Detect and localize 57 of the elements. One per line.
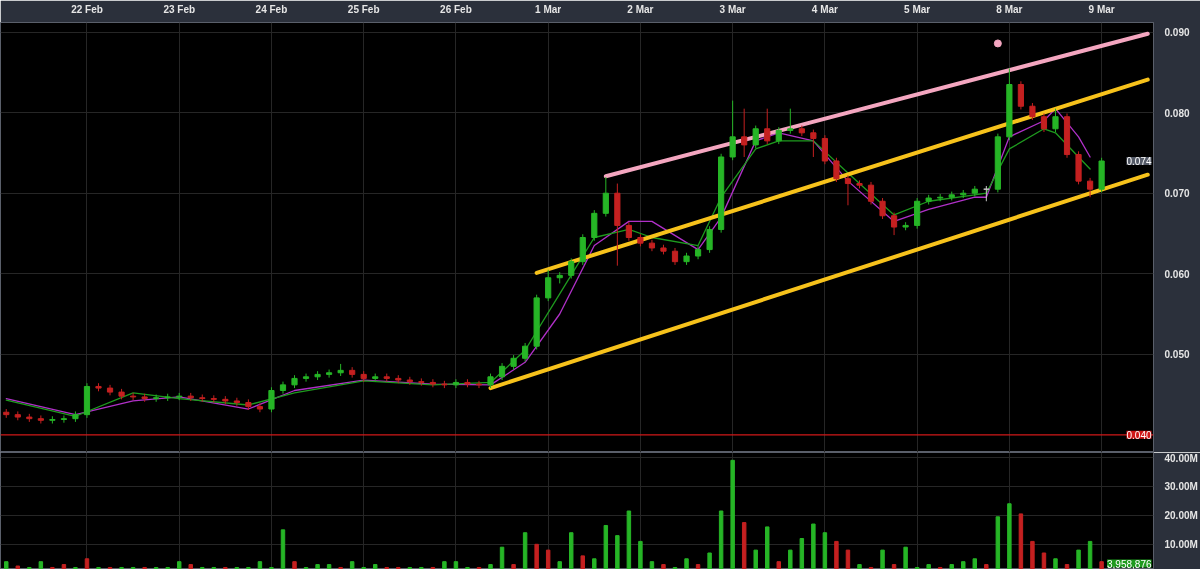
x-tick-label: 8 Mar xyxy=(996,3,1023,15)
candlestick xyxy=(787,108,794,135)
candlestick xyxy=(256,402,264,413)
y-tick-label: 10.00M xyxy=(1164,538,1198,550)
x-tick-label: 26 Feb xyxy=(440,3,472,15)
y-tick-label: 30.00M xyxy=(1164,480,1198,492)
candlestick xyxy=(522,342,529,363)
y-tick-label: 20.00M xyxy=(1164,509,1198,521)
candlestick xyxy=(890,212,898,236)
x-tick-label: 24 Feb xyxy=(255,3,288,15)
candlestick xyxy=(833,157,840,183)
y-tick-label: 40.00M xyxy=(1164,452,1198,464)
annotation: 3,958,876 xyxy=(1107,558,1152,569)
candlestick xyxy=(1086,177,1094,198)
candlestick xyxy=(1040,112,1048,133)
candlestick xyxy=(60,414,68,424)
y-tick-label: 0.070 xyxy=(1164,188,1190,200)
candlestick xyxy=(130,392,137,401)
y-tick-label: 0.060 xyxy=(1164,268,1190,280)
x-tick-label: 9 Mar xyxy=(1088,3,1115,15)
candlestick xyxy=(302,373,310,383)
annotation: 0.074 xyxy=(1126,156,1152,167)
candlestick xyxy=(867,181,875,205)
candlestick xyxy=(475,380,483,389)
candlestick xyxy=(452,378,460,389)
candlestick xyxy=(429,378,436,388)
candlestick xyxy=(233,397,240,407)
x-tick-label: 22 Feb xyxy=(71,3,103,15)
candlestick xyxy=(625,221,632,242)
x-tick-label: 3 Mar xyxy=(719,3,746,15)
x-tick-label: 25 Feb xyxy=(347,3,380,15)
candlestick xyxy=(1017,80,1024,110)
candlestick xyxy=(879,197,886,220)
x-tick-label: 5 Mar xyxy=(904,3,931,15)
candlestick xyxy=(729,100,736,161)
x-tick-label: 4 Mar xyxy=(811,3,839,15)
x-tick-label: 23 Feb xyxy=(163,3,196,15)
candlestick xyxy=(821,134,828,165)
candlestick xyxy=(326,369,333,379)
candlestick xyxy=(764,108,771,145)
candlestick xyxy=(568,257,575,280)
candlestick xyxy=(545,269,552,302)
candlestick xyxy=(37,414,44,425)
candlestick xyxy=(810,129,817,158)
candlestick xyxy=(752,125,759,149)
candlestick xyxy=(1052,108,1059,133)
candlestick xyxy=(268,386,275,413)
y-tick-label: 0.080 xyxy=(1164,107,1190,119)
x-tick-label: 2 Mar xyxy=(627,3,654,15)
x-tick-label: 1 Mar xyxy=(535,3,562,15)
y-tick-label: 0.090 xyxy=(1164,27,1190,39)
candlestick xyxy=(844,175,852,206)
candlestick xyxy=(741,108,748,158)
candlestick xyxy=(602,176,609,218)
candlestick xyxy=(706,225,713,254)
ref-line-label: 0.040 xyxy=(1126,429,1152,441)
y-tick-label: 0.050 xyxy=(1164,349,1190,361)
